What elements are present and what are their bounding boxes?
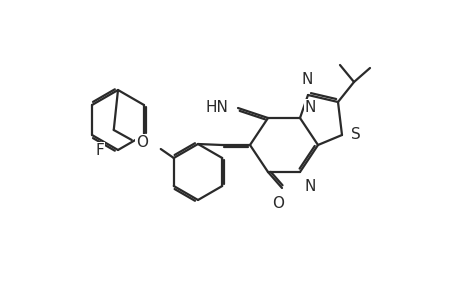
Text: F: F — [95, 142, 104, 158]
Text: HN: HN — [205, 100, 228, 115]
Text: N: N — [304, 179, 316, 194]
Text: N: N — [301, 72, 312, 87]
Text: O: O — [135, 134, 147, 149]
Text: O: O — [271, 196, 283, 211]
Text: N: N — [304, 100, 316, 115]
Text: S: S — [350, 127, 360, 142]
